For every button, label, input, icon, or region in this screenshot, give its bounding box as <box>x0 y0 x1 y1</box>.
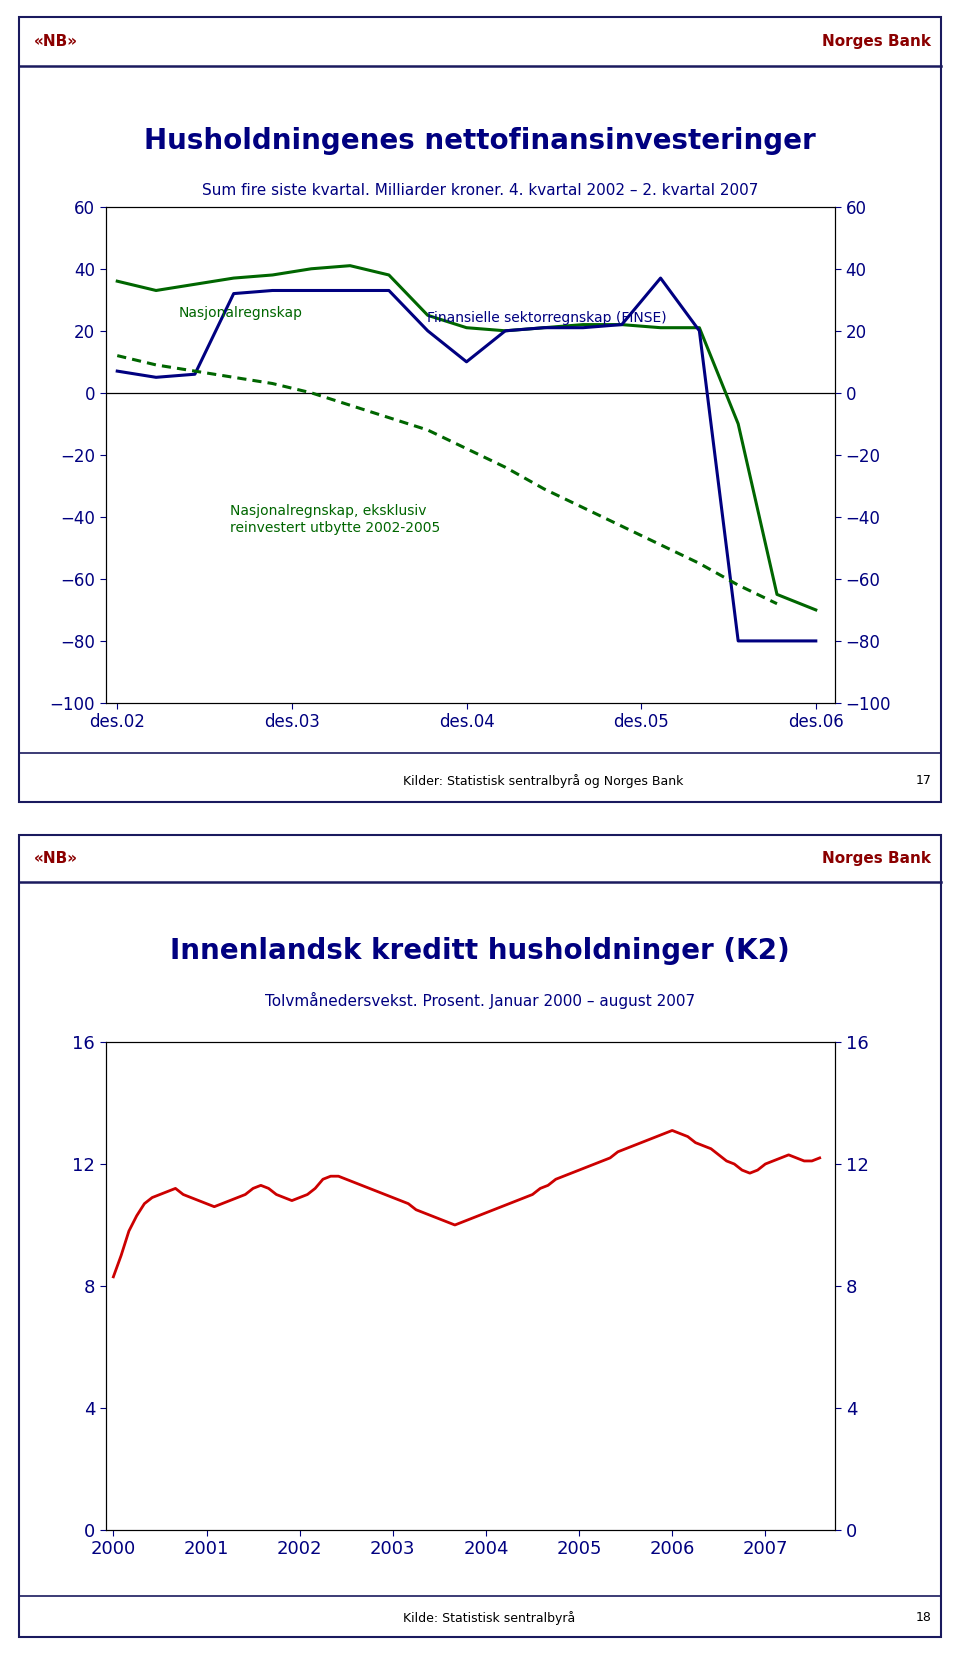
Text: Kilde: Statistisk sentralbyrå: Kilde: Statistisk sentralbyrå <box>403 1611 575 1624</box>
Text: «NB»: «NB» <box>34 850 78 867</box>
Text: Innenlandsk kreditt husholdninger (K2): Innenlandsk kreditt husholdninger (K2) <box>170 938 790 964</box>
Text: «NB»: «NB» <box>34 33 78 50</box>
Text: Nasjonalregnskap: Nasjonalregnskap <box>179 306 302 319</box>
Text: Norges Bank: Norges Bank <box>822 33 931 50</box>
Text: Nasjonalregnskap, eksklusiv
reinvestert utbytte 2002-2005: Nasjonalregnskap, eksklusiv reinvestert … <box>229 504 440 534</box>
Text: 18: 18 <box>915 1611 931 1624</box>
Text: Sum fire siste kvartal. Milliarder kroner. 4. kvartal 2002 – 2. kvartal 2007: Sum fire siste kvartal. Milliarder krone… <box>202 182 758 198</box>
Text: Husholdningenes nettofinansinvesteringer: Husholdningenes nettofinansinvesteringer <box>144 127 816 154</box>
Text: 17: 17 <box>915 774 931 787</box>
Text: Norges Bank: Norges Bank <box>822 850 931 867</box>
Text: Finansielle sektorregnskap (FINSE): Finansielle sektorregnskap (FINSE) <box>426 311 666 324</box>
Text: Tolvmånedersvekst. Prosent. Januar 2000 – august 2007: Tolvmånedersvekst. Prosent. Januar 2000 … <box>265 992 695 1009</box>
Text: Kilder: Statistisk sentralbyrå og Norges Bank: Kilder: Statistisk sentralbyrå og Norges… <box>403 774 684 787</box>
